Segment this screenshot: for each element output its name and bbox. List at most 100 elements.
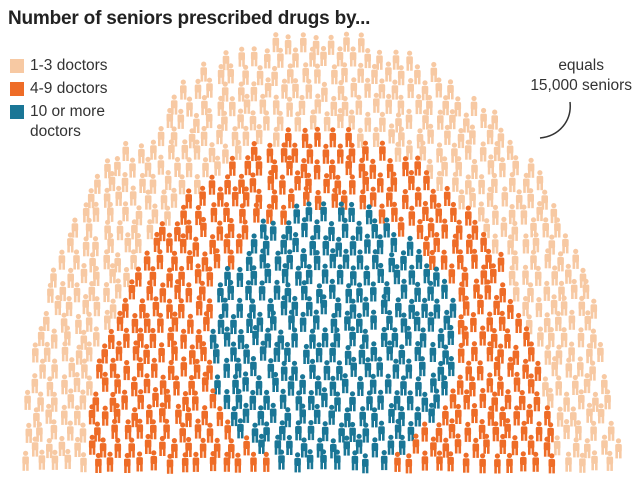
person-icon-4-9-doctors: [497, 251, 505, 272]
person-icon-1-3-doctors: [373, 92, 380, 113]
person-icon-1-3-doctors: [238, 81, 245, 102]
person-icon-10-plus-doctors: [423, 263, 430, 284]
person-icon-10-plus-doctors: [395, 297, 402, 318]
person-icon-4-9-doctors: [471, 219, 479, 240]
person-icon-10-plus-doctors: [335, 236, 342, 257]
person-icon-10-plus-doctors: [294, 452, 301, 473]
person-icon-10-plus-doctors: [237, 418, 244, 439]
person-icon-10-plus-doctors: [344, 310, 351, 331]
person-icon-1-3-doctors: [31, 436, 39, 457]
person-icon-1-3-doctors: [535, 297, 543, 318]
person-icon-1-3-doctors: [385, 93, 392, 114]
person-icon-4-9-doctors: [527, 373, 535, 394]
person-icon-4-9-doctors: [543, 436, 551, 457]
person-icon-1-3-doctors: [321, 81, 328, 102]
person-icon-4-9-doctors: [128, 279, 136, 300]
person-icon-1-3-doctors: [565, 451, 572, 472]
person-icon-4-9-doctors: [108, 328, 115, 349]
person-icon-1-3-doctors: [93, 296, 101, 317]
person-icon-1-3-doctors: [300, 32, 307, 53]
person-icon-1-3-doctors: [146, 219, 154, 240]
person-icon-4-9-doctors: [193, 358, 201, 379]
person-icon-4-9-doctors: [291, 142, 299, 163]
person-icon-1-3-doctors: [51, 449, 59, 470]
person-icon-10-plus-doctors: [258, 280, 266, 301]
person-icon-1-3-doctors: [527, 188, 534, 209]
person-icon-4-9-doctors: [136, 451, 143, 472]
person-icon-10-plus-doctors: [338, 201, 345, 222]
person-icon-4-9-doctors: [493, 356, 501, 377]
person-icon-1-3-doctors: [336, 46, 344, 67]
person-icon-4-9-doctors: [378, 203, 386, 224]
person-icon-4-9-doctors: [504, 328, 511, 349]
person-icon-1-3-doctors: [615, 438, 622, 459]
person-icon-4-9-doctors: [331, 187, 339, 208]
person-icon-10-plus-doctors: [343, 435, 350, 456]
person-icon-4-9-doctors: [171, 250, 178, 271]
person-icon-10-plus-doctors: [369, 373, 377, 394]
person-icon-1-3-doctors: [323, 111, 331, 132]
person-icon-4-9-doctors: [345, 155, 352, 176]
person-icon-1-3-doctors: [149, 173, 157, 194]
person-icon-4-9-doctors: [329, 127, 337, 148]
person-icon-4-9-doctors: [185, 219, 193, 240]
person-icon-10-plus-doctors: [315, 342, 323, 363]
person-icon-4-9-doctors: [462, 295, 470, 316]
person-icon-1-3-doctors: [61, 404, 68, 425]
person-icon-10-plus-doctors: [305, 201, 313, 222]
person-icon-1-3-doctors: [376, 49, 383, 70]
person-icon-1-3-doctors: [586, 343, 593, 364]
person-icon-4-9-doctors: [499, 282, 506, 303]
person-icon-1-3-doctors: [271, 65, 278, 86]
person-icon-10-plus-doctors: [349, 298, 357, 319]
person-icon-1-3-doctors: [486, 186, 494, 207]
person-icon-1-3-doctors: [543, 280, 551, 301]
person-icon-10-plus-doctors: [349, 235, 357, 256]
person-icon-1-3-doctors: [501, 186, 509, 207]
person-icon-1-3-doctors: [71, 217, 79, 238]
person-icon-1-3-doctors: [214, 155, 221, 176]
person-icon-1-3-doctors: [560, 295, 568, 316]
person-icon-1-3-doctors: [465, 174, 472, 195]
person-icon-1-3-doctors: [121, 172, 129, 193]
person-icon-1-3-doctors: [250, 81, 258, 102]
person-icon-4-9-doctors: [201, 371, 209, 392]
person-icon-4-9-doctors: [242, 186, 250, 207]
person-icon-1-3-doctors: [277, 47, 284, 68]
person-icon-4-9-doctors: [132, 340, 140, 361]
person-icon-4-9-doctors: [504, 389, 512, 410]
person-icon-4-9-doctors: [111, 418, 118, 439]
person-icon-1-3-doctors: [349, 46, 357, 67]
person-icon-1-3-doctors: [582, 278, 590, 299]
person-icon-1-3-doctors: [135, 205, 143, 226]
person-icon-10-plus-doctors: [386, 310, 393, 331]
person-icon-1-3-doctors: [464, 139, 472, 160]
person-icon-4-9-doctors: [499, 406, 506, 427]
person-icon-1-3-doctors: [557, 251, 564, 272]
person-icon-4-9-doctors: [457, 249, 464, 270]
legend-label: 4-9 doctors: [30, 80, 108, 97]
person-icon-1-3-doctors: [255, 124, 263, 145]
person-icon-1-3-doctors: [512, 281, 520, 302]
person-icon-1-3-doctors: [276, 110, 284, 131]
person-icon-4-9-doctors: [522, 358, 529, 379]
person-icon-1-3-doctors: [604, 389, 611, 410]
person-icon-10-plus-doctors: [263, 421, 270, 442]
person-icon-4-9-doctors: [466, 233, 473, 254]
person-icon-1-3-doctors: [454, 96, 462, 117]
person-icon-1-3-doctors: [174, 156, 181, 177]
person-icon-1-3-doctors: [500, 216, 508, 237]
person-icon-1-3-doctors: [22, 450, 29, 471]
person-icon-4-9-doctors: [124, 452, 131, 473]
person-icon-1-3-doctors: [551, 356, 558, 377]
person-icon-1-3-doctors: [508, 204, 516, 225]
person-icon-4-9-doctors: [137, 327, 144, 348]
person-icon-1-3-doctors: [122, 140, 129, 161]
person-icon-10-plus-doctors: [257, 405, 265, 426]
person-icon-4-9-doctors: [194, 263, 202, 284]
person-icon-1-3-doctors: [447, 79, 454, 100]
person-icon-1-3-doctors: [58, 249, 66, 270]
person-icon-4-9-doctors: [340, 189, 348, 210]
person-icon-4-9-doctors: [448, 263, 456, 284]
person-icon-4-9-doctors: [231, 186, 239, 207]
